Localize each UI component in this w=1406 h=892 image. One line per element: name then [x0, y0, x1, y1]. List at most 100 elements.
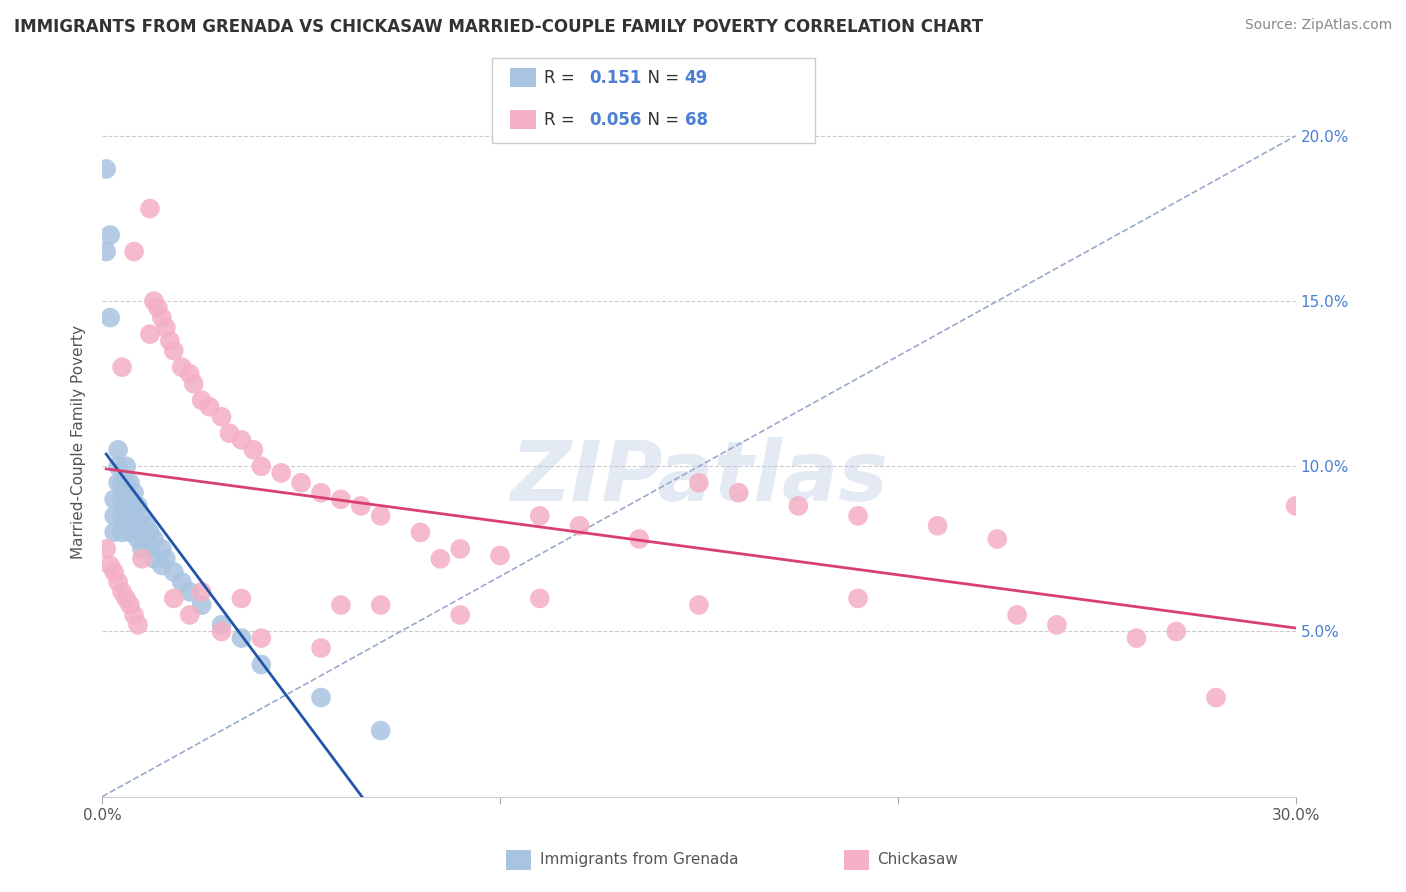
Point [218, 426, 240, 441]
Text: ZIPatlas: ZIPatlas [510, 436, 887, 517]
Point [150, 541, 173, 556]
Point [111, 492, 134, 507]
Point [211, 624, 233, 639]
Text: 0.056: 0.056 [589, 111, 641, 128]
Point [529, 508, 551, 523]
Point [1205, 690, 1227, 705]
Point [107, 459, 129, 474]
Point [122, 499, 145, 513]
Point [135, 532, 157, 546]
Point [190, 584, 212, 599]
Point [1284, 499, 1306, 513]
Point [429, 551, 451, 566]
Point [163, 565, 186, 579]
Text: 68: 68 [685, 111, 707, 128]
Point [122, 607, 145, 622]
Point [150, 310, 173, 325]
Point [309, 485, 332, 500]
Point [179, 584, 201, 599]
Point [211, 618, 233, 632]
Point [115, 508, 138, 523]
Point [120, 525, 142, 540]
Point [231, 631, 253, 645]
Point [370, 508, 392, 523]
Point [370, 723, 392, 738]
Point [329, 492, 352, 507]
Point [111, 584, 134, 599]
Point [131, 541, 153, 556]
Y-axis label: Married-Couple Family Poverty: Married-Couple Family Poverty [72, 325, 86, 558]
Point [250, 459, 273, 474]
Point [190, 393, 212, 408]
Point [170, 360, 193, 375]
Point [139, 525, 162, 540]
Point [179, 607, 201, 622]
Point [139, 202, 162, 216]
Text: 49: 49 [685, 69, 709, 87]
Point [131, 551, 153, 566]
Text: 0.151: 0.151 [589, 69, 641, 87]
Text: IMMIGRANTS FROM GRENADA VS CHICKASAW MARRIED-COUPLE FAMILY POVERTY CORRELATION C: IMMIGRANTS FROM GRENADA VS CHICKASAW MAR… [14, 18, 983, 36]
Point [190, 598, 212, 612]
Point [787, 499, 810, 513]
Point [103, 492, 125, 507]
Text: R =: R = [544, 69, 581, 87]
Point [127, 516, 149, 530]
Point [350, 499, 373, 513]
Point [142, 532, 165, 546]
Point [927, 518, 949, 533]
Point [986, 532, 1008, 546]
Point [1166, 624, 1188, 639]
Point [449, 541, 471, 556]
Point [139, 327, 162, 342]
Text: Source: ZipAtlas.com: Source: ZipAtlas.com [1244, 18, 1392, 32]
Point [120, 475, 142, 490]
Point [329, 598, 352, 612]
Point [111, 360, 134, 375]
Point [127, 618, 149, 632]
Point [115, 492, 138, 507]
Point [127, 499, 149, 513]
Point [120, 492, 142, 507]
Text: Immigrants from Grenada: Immigrants from Grenada [540, 853, 738, 867]
Point [250, 631, 273, 645]
Point [111, 508, 134, 523]
Point [198, 400, 221, 414]
Text: N =: N = [637, 111, 685, 128]
Point [98, 227, 121, 242]
Point [142, 294, 165, 309]
Point [142, 551, 165, 566]
Point [111, 525, 134, 540]
Point [122, 244, 145, 259]
Point [115, 591, 138, 606]
Point [122, 485, 145, 500]
Point [231, 433, 253, 447]
Point [688, 475, 710, 490]
Point [409, 525, 432, 540]
Point [628, 532, 651, 546]
Point [211, 409, 233, 424]
Text: N =: N = [637, 69, 685, 87]
Point [529, 591, 551, 606]
Point [127, 532, 149, 546]
Point [139, 541, 162, 556]
Point [120, 598, 142, 612]
Point [96, 541, 118, 556]
Point [155, 320, 177, 334]
Point [96, 244, 118, 259]
Point [846, 591, 869, 606]
Point [146, 301, 169, 315]
Point [163, 343, 186, 358]
Point [96, 161, 118, 176]
Point [1005, 607, 1028, 622]
Point [1046, 618, 1069, 632]
Point [103, 508, 125, 523]
Point [250, 657, 273, 672]
Point [309, 690, 332, 705]
Point [727, 485, 749, 500]
Point [115, 459, 138, 474]
Point [183, 376, 205, 391]
Point [163, 591, 186, 606]
Point [120, 508, 142, 523]
Point [846, 508, 869, 523]
